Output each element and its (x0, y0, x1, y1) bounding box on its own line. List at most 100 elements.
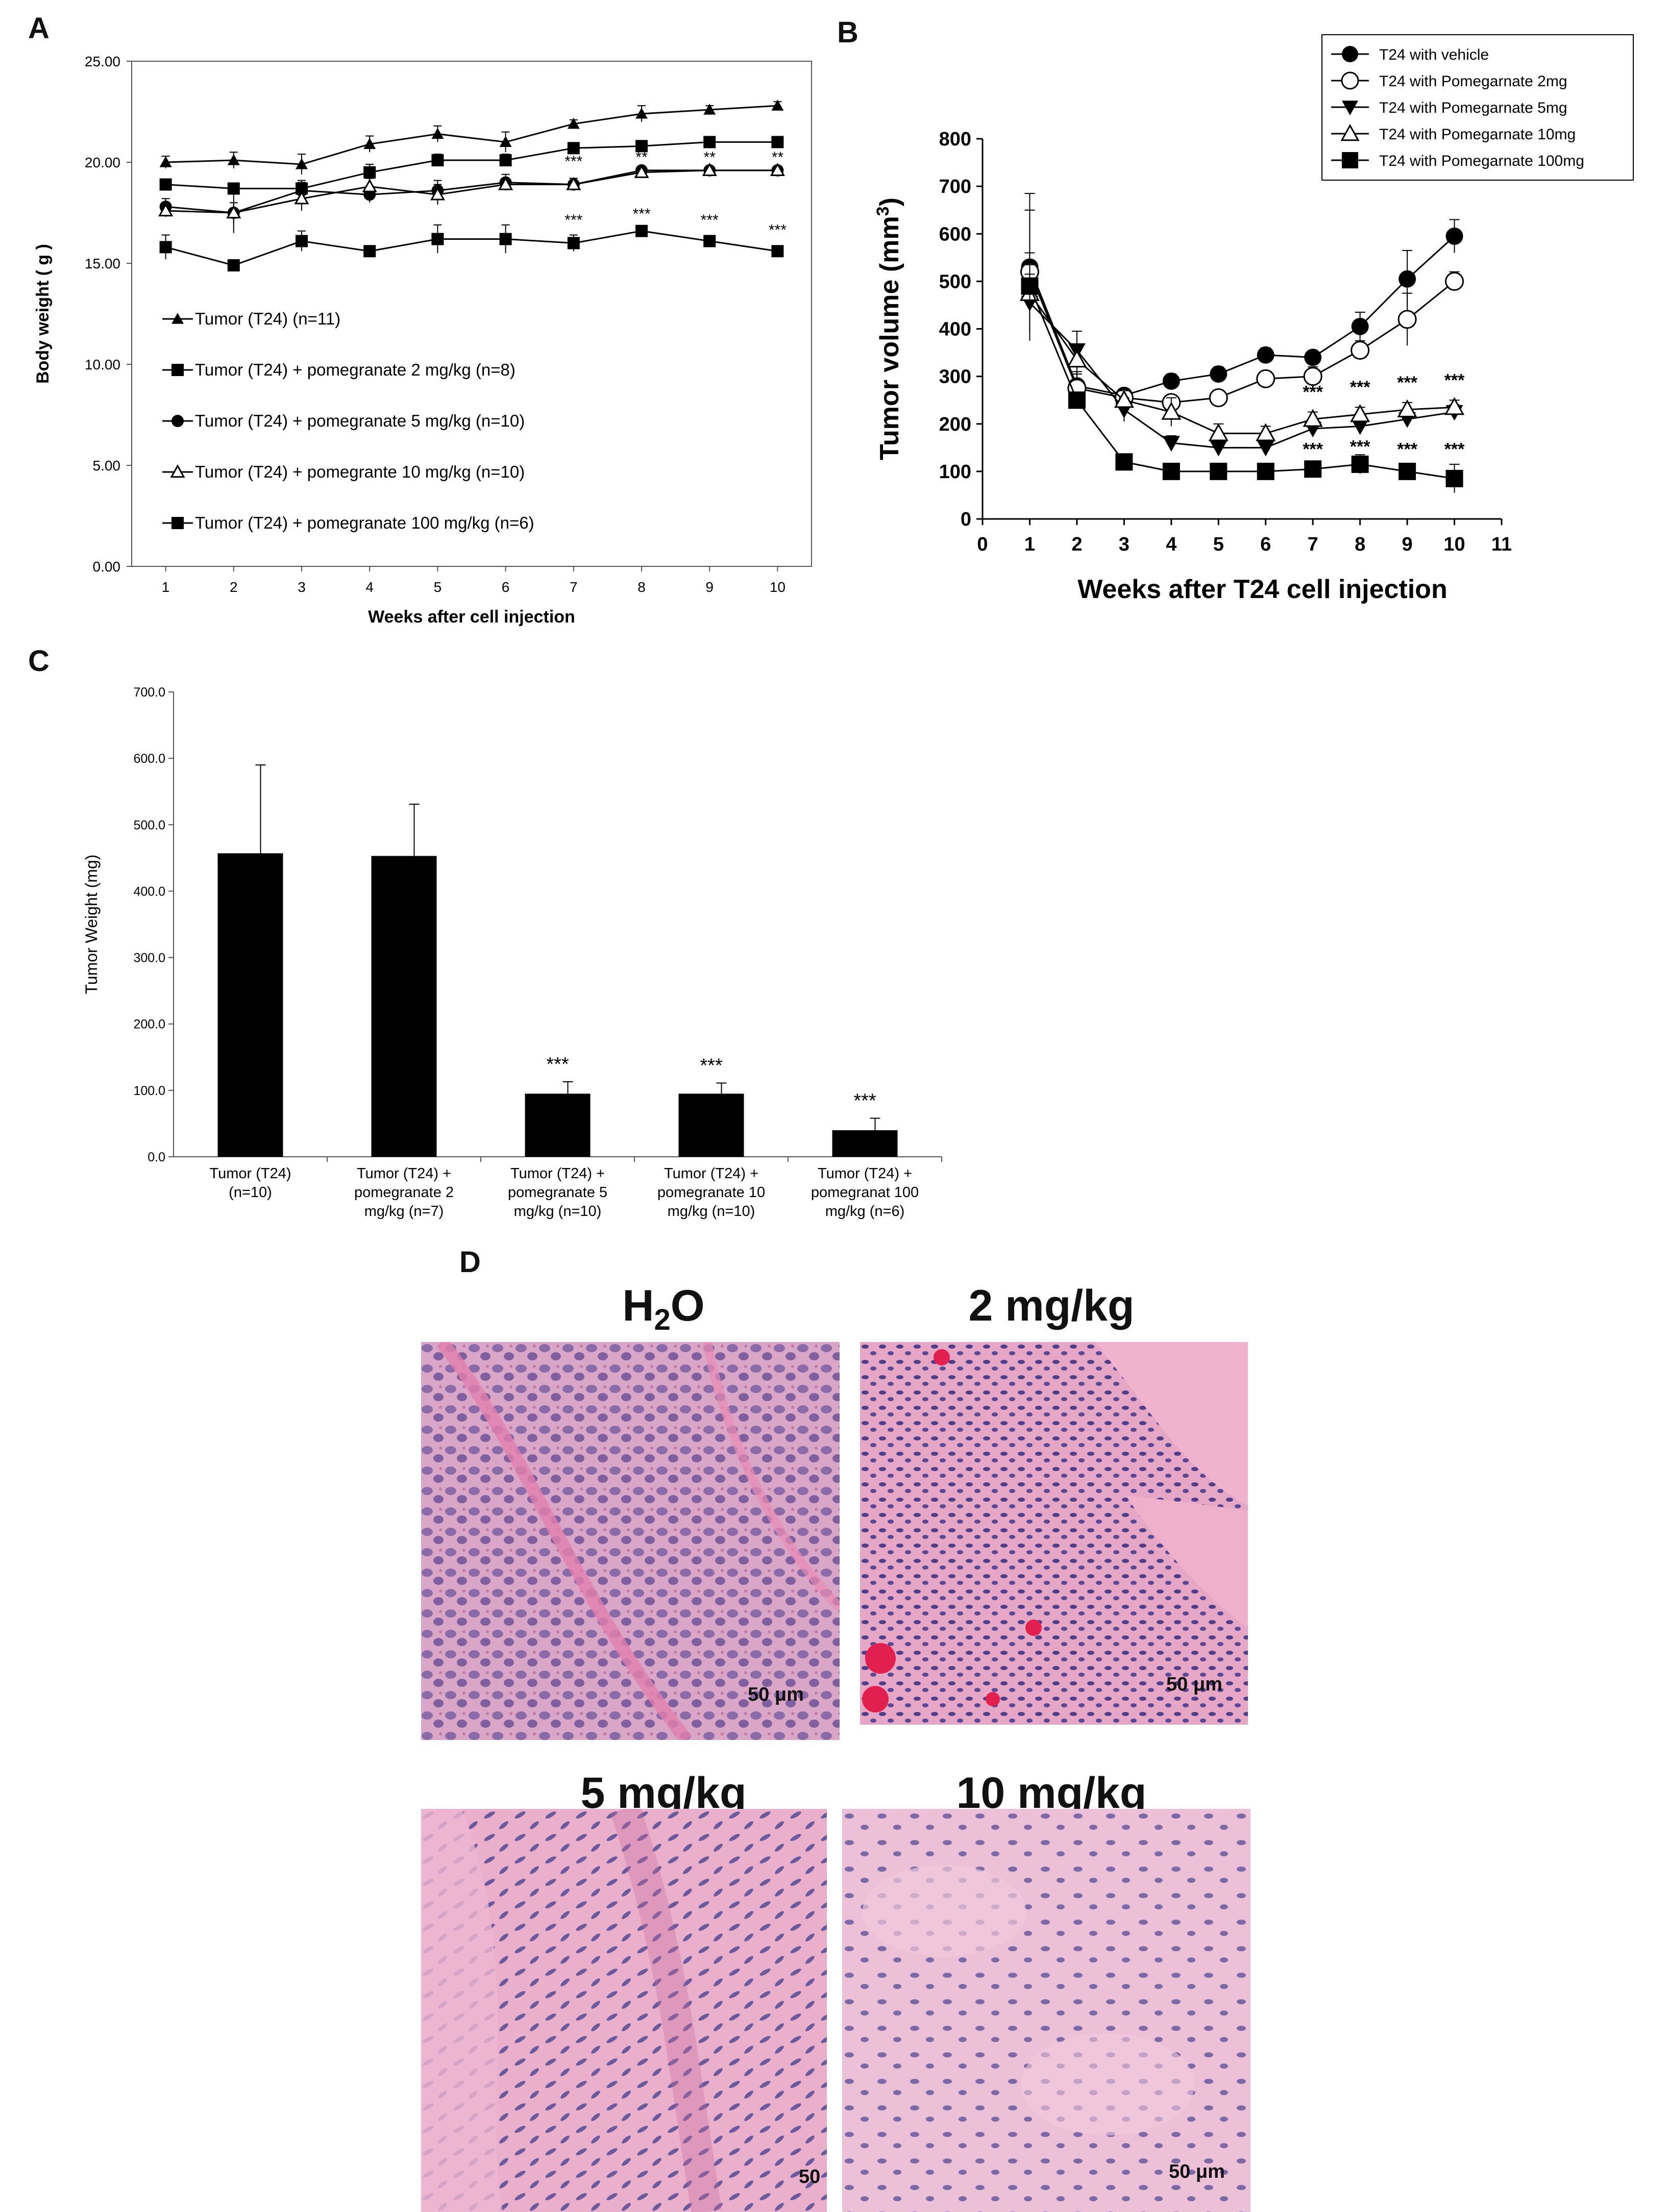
scale-bar-label-10mgkg: 50 μm (1169, 2161, 1225, 2182)
data-point (159, 241, 172, 254)
plot-frame (131, 61, 812, 567)
legend-marker (171, 364, 184, 376)
data-point (294, 191, 309, 205)
y-tick-label: 500 (939, 271, 971, 292)
data-point (159, 156, 172, 167)
category-label: Tumor (T24) + (357, 1165, 451, 1182)
data-point (702, 162, 717, 176)
scale-bar-label-2mgkg: 50 μm (1166, 1674, 1222, 1695)
bar (525, 1093, 591, 1157)
data-point (1351, 317, 1369, 335)
panel-letter-c: C (28, 644, 50, 678)
series-line (165, 105, 778, 165)
x-tick-label: 4 (1166, 534, 1176, 555)
x-tick-label: 7 (570, 579, 578, 595)
x-tick-label: 11 (1491, 534, 1512, 555)
significance-marker: *** (1397, 439, 1417, 459)
x-tick-label: 1 (162, 579, 170, 595)
data-point (431, 128, 444, 139)
data-point (1161, 402, 1182, 420)
series-line (1029, 286, 1455, 480)
category-label: pomegranate 10 (657, 1184, 765, 1201)
y-tick-label: 10.00 (85, 357, 120, 372)
category-label: Tumor (T24) + (510, 1165, 605, 1182)
tissue-texture (842, 1809, 1250, 2212)
data-point (635, 225, 648, 237)
histology-image-2mgkg: 50 μm (860, 1342, 1248, 1725)
data-point (499, 233, 512, 245)
data-point (567, 142, 580, 155)
x-tick-label: 8 (1355, 534, 1365, 555)
significance-marker: *** (853, 1090, 876, 1112)
data-point (703, 136, 716, 148)
x-tick-label: 2 (230, 579, 238, 595)
chart-tumor-weight: 0.0 100.0 200.0 300.0 400.0 500.0 600.0 700.0 Tu… (82, 685, 942, 1220)
significance-marker: ** (704, 149, 716, 166)
x-tick-label: 8 (637, 579, 646, 595)
legend-marker (1341, 71, 1359, 90)
category-label: mg/kg (n=10) (668, 1203, 755, 1220)
data-point (1444, 397, 1465, 415)
category-label: pomegranat 100 (811, 1184, 919, 1201)
significance-marker: *** (1444, 439, 1465, 459)
category-label: mg/kg (n=7) (364, 1203, 444, 1220)
y-tick-label: 800 (939, 129, 971, 150)
x-tick-label: 10 (770, 579, 786, 595)
y-tick-label: 700.0 (133, 685, 165, 700)
panel-letter-a: A (28, 12, 50, 45)
data-point (296, 235, 308, 247)
y-tick-label: 5.00 (93, 458, 121, 474)
x-tick-label: 9 (705, 579, 714, 595)
data-point (1115, 453, 1133, 471)
data-point (703, 235, 716, 247)
y-tick-label: 25.00 (85, 54, 120, 69)
x-axis-label: Weeks after cell injection (368, 607, 575, 627)
data-point (635, 140, 648, 153)
data-point (363, 245, 376, 258)
bar (678, 1093, 744, 1157)
legend-label: T24 with Pomegarnate 2mg (1379, 73, 1567, 90)
x-tick-label: 2 (1071, 534, 1082, 555)
category-label: Tumor (T24) (209, 1165, 291, 1182)
series-line (1029, 235, 1455, 396)
significance-marker: *** (565, 153, 582, 170)
tissue-texture (860, 1342, 1248, 1725)
bar (371, 856, 437, 1157)
significance-marker: *** (1303, 383, 1323, 402)
histo-title-2mgkg: 2 mg/kg (968, 1281, 1135, 1330)
significance-marker: *** (1397, 373, 1417, 392)
data-point (1303, 367, 1322, 386)
legend-label: Tumor (T24) + pomegrante 10 mg/kg (n=10) (195, 462, 525, 481)
data-point (567, 117, 580, 129)
series-line (165, 169, 778, 214)
x-tick-label: 3 (1119, 534, 1130, 555)
y-tick-label: 20.00 (85, 155, 120, 170)
data-point (1208, 423, 1229, 441)
data-point (771, 100, 784, 111)
category-label: pomegranate 5 (508, 1184, 607, 1201)
data-point (226, 205, 241, 219)
legend-marker (1340, 123, 1360, 141)
legend-marker (1342, 101, 1358, 115)
legend-box (1321, 34, 1634, 181)
y-tick-label: 15.00 (85, 256, 120, 271)
data-point (1257, 462, 1274, 480)
series-line (1029, 271, 1455, 404)
data-point (363, 166, 376, 179)
x-tick-label: 4 (365, 579, 374, 595)
significance-marker: *** (769, 222, 787, 239)
data-point (1162, 462, 1180, 480)
tissue-texture (421, 1342, 840, 1740)
data-point (1210, 365, 1228, 383)
x-tick-label: 5 (434, 579, 442, 595)
data-point (1162, 372, 1180, 390)
data-point (1399, 270, 1416, 288)
y-tick-label: 300 (939, 366, 971, 388)
data-point (1257, 346, 1274, 364)
significance-marker: *** (1350, 378, 1370, 397)
x-tick-label: 1 (1024, 534, 1035, 555)
legend-label: T24 with Pomegarnate 5mg (1379, 100, 1567, 116)
category-label: (n=10) (229, 1184, 272, 1201)
scale-bar-label-h2o: 50 μm (748, 1684, 804, 1705)
data-point (430, 187, 445, 201)
